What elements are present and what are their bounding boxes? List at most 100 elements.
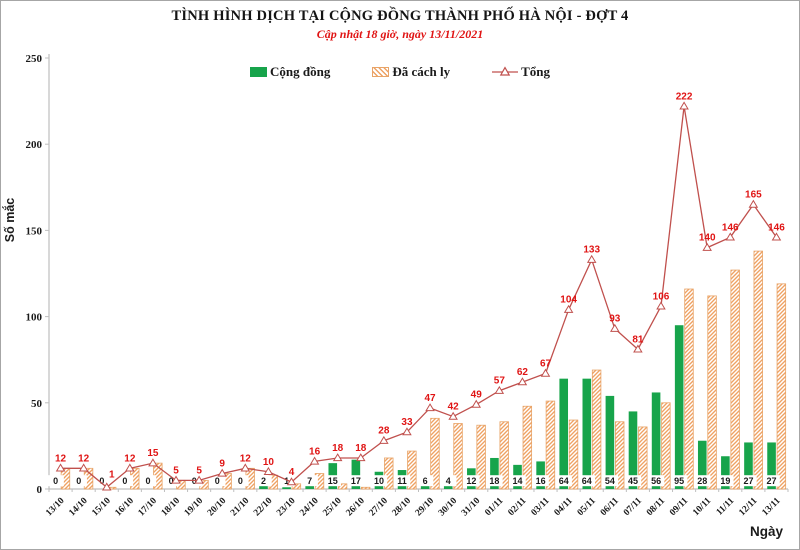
- y-axis-title: Số mắc: [3, 197, 17, 243]
- community-label-box: [532, 475, 549, 487]
- bar-quarantine: [430, 417, 440, 490]
- x-tick-label: 06/11: [599, 496, 621, 518]
- community-value-label: 0: [122, 476, 127, 486]
- community-value-label: 64: [559, 476, 569, 486]
- community-label-box: [578, 475, 596, 487]
- community-value-label: 28: [697, 476, 707, 486]
- community-label-box: [717, 475, 734, 487]
- x-tick-label: 30/10: [437, 496, 460, 519]
- total-marker: [171, 475, 181, 484]
- total-value-label: 5: [196, 465, 202, 476]
- total-value-label: 49: [471, 390, 483, 401]
- total-marker: [471, 399, 482, 408]
- total-marker: [309, 456, 320, 465]
- bar-community: [767, 442, 776, 489]
- total-value-label: 146: [722, 222, 739, 233]
- legend-label-community: Cộng đồng: [269, 64, 331, 79]
- x-tick-label: 09/11: [668, 496, 690, 518]
- total-marker: [679, 101, 689, 110]
- x-tick-label: 08/11: [645, 496, 667, 518]
- total-value-label: 47: [424, 393, 436, 404]
- x-tick-label: 24/10: [298, 496, 321, 519]
- x-tick-label: 12/11: [737, 496, 759, 518]
- bar-community: [674, 325, 684, 489]
- total-value-label: 133: [583, 245, 600, 256]
- bar-quarantine: [291, 483, 302, 490]
- community-label-box: [486, 475, 503, 487]
- community-label-box: [555, 475, 572, 487]
- x-tick-label: 20/10: [206, 496, 229, 519]
- x-tick-label: 27/10: [368, 496, 391, 519]
- bar-quarantine: [638, 426, 648, 490]
- total-marker: [101, 482, 112, 491]
- community-value-label: 2: [261, 476, 266, 486]
- total-value-label: 33: [401, 417, 413, 428]
- total-value-label: 9: [219, 458, 225, 469]
- community-label-box: [670, 475, 688, 487]
- total-value-label: 67: [540, 358, 552, 369]
- community-label-box: [255, 475, 272, 487]
- community-value-label: 0: [169, 476, 174, 486]
- community-value-label: 54: [605, 476, 615, 486]
- total-marker: [194, 475, 204, 484]
- community-label-box: [347, 475, 365, 487]
- total-marker: [425, 403, 435, 412]
- x-tick-label: 29/10: [414, 496, 437, 519]
- community-swatch-icon: [249, 67, 267, 77]
- bar-quarantine: [753, 250, 763, 490]
- x-tick-label: 23/10: [275, 496, 298, 519]
- total-marker: [263, 466, 274, 475]
- community-label-box: [324, 475, 341, 487]
- x-tick-label: 13/10: [44, 496, 67, 519]
- total-value-label: 12: [55, 453, 67, 464]
- bar-quarantine: [407, 450, 417, 490]
- community-value-label: 4: [446, 476, 451, 486]
- bar-community: [351, 459, 361, 489]
- community-value-label: 0: [146, 476, 151, 486]
- bar-community: [259, 485, 268, 489]
- community-label-box: [647, 475, 665, 487]
- x-tick-label: 10/11: [691, 496, 713, 518]
- x-tick-label: 13/11: [761, 496, 783, 518]
- community-value-label: 11: [397, 476, 407, 486]
- bar-quarantine: [360, 486, 371, 490]
- community-value-label: 7: [307, 476, 312, 486]
- total-marker: [540, 368, 551, 377]
- total-marker: [448, 411, 458, 420]
- community-label-box: [301, 475, 318, 487]
- bar-community: [628, 411, 638, 489]
- community-value-label: 10: [374, 476, 384, 486]
- total-value-label: 12: [124, 453, 136, 464]
- community-label-box: [740, 475, 757, 487]
- total-line: [60, 106, 777, 489]
- total-value-label: 10: [263, 457, 275, 468]
- total-marker: [379, 435, 389, 444]
- x-tick-label: 11/11: [715, 496, 737, 518]
- community-value-label: 0: [53, 476, 58, 486]
- x-tick-label: 22/10: [252, 496, 275, 519]
- total-value-label: 12: [78, 453, 90, 464]
- y-tick-label: 100: [26, 312, 43, 324]
- total-marker: [286, 477, 297, 486]
- total-marker: [702, 242, 712, 251]
- community-value-label: 27: [767, 476, 777, 486]
- community-value-label: 0: [76, 476, 81, 486]
- community-value-label: 14: [513, 476, 523, 486]
- community-value-label: 12: [466, 476, 476, 486]
- community-label-box: [116, 475, 134, 487]
- x-tick-label: 19/10: [183, 496, 206, 519]
- community-label-box: [416, 475, 434, 487]
- total-value-label: 4: [289, 467, 295, 478]
- community-label-box: [139, 475, 157, 487]
- total-value-label: 5: [173, 465, 179, 476]
- community-label-box: [162, 475, 180, 487]
- y-tick-label: 0: [37, 484, 43, 496]
- total-value-label: 57: [494, 376, 506, 387]
- x-tick-label: 05/11: [576, 496, 598, 518]
- bar-community: [744, 442, 753, 489]
- total-marker: [610, 323, 620, 332]
- total-value-label: 81: [632, 334, 644, 345]
- total-value-label: 93: [609, 314, 621, 325]
- bar-quarantine: [776, 283, 787, 490]
- community-value-label: 0: [99, 476, 104, 486]
